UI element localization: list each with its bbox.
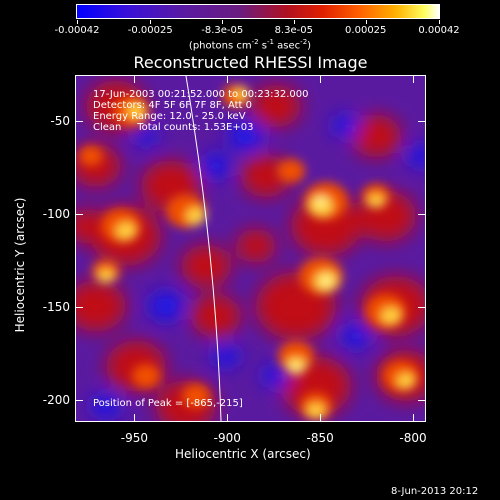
emission-blob — [292, 362, 300, 370]
x-tick — [227, 75, 229, 83]
x-tick — [413, 75, 414, 83]
emission-blob — [181, 244, 231, 288]
x-tick-label: -900 — [213, 431, 241, 445]
colorbar-tick-label: -8.3e-05 — [201, 25, 244, 36]
emission-blob — [251, 84, 301, 128]
emission-blob — [262, 364, 290, 388]
emission-blob — [132, 364, 160, 388]
y-tick — [75, 399, 83, 401]
y-tick-label: -100 — [42, 207, 70, 222]
emission-blob — [182, 384, 210, 408]
emission-blob — [228, 120, 264, 152]
time-range-label: 17-Jun-2003 00:21:52.000 to 00:23:32.000 — [93, 89, 309, 100]
x-tick — [227, 414, 229, 422]
x-tick — [134, 414, 136, 422]
colorbar-tick-label: -0.00042 — [54, 25, 100, 36]
emission-blob — [116, 222, 136, 240]
y-tick — [75, 306, 83, 308]
emission-blob — [76, 209, 106, 243]
emission-blob — [212, 344, 240, 368]
emission-blob — [91, 393, 121, 419]
emission-blob — [309, 195, 333, 217]
emission-blob — [127, 103, 145, 119]
colorbar-tick — [439, 20, 440, 24]
y-tick — [418, 214, 426, 216]
plot-title: Reconstructed RHESSI Image — [133, 53, 368, 72]
emission-blob — [191, 294, 241, 338]
x-tick-label: -850 — [306, 431, 334, 445]
peak-position-label: Position of Peak = [-865,-215] — [93, 398, 243, 409]
emission-blob — [148, 290, 184, 322]
emission-blob — [236, 229, 276, 263]
x-tick — [320, 75, 322, 83]
x-tick — [320, 414, 322, 422]
emission-blob — [277, 159, 305, 183]
y-tick-label: -200 — [42, 392, 70, 407]
emission-blob — [201, 153, 231, 179]
solar-limb-line — [185, 76, 222, 421]
emission-blob — [407, 144, 425, 168]
colorbar-tick-label: 0.00025 — [345, 25, 387, 36]
emission-blob — [186, 207, 206, 225]
colorbar — [76, 4, 440, 19]
emission-blob — [341, 323, 371, 349]
colorbar-tick — [77, 20, 78, 24]
rhessi-image — [75, 75, 426, 422]
emission-blob — [351, 114, 401, 158]
emission-blob — [316, 196, 326, 206]
y-tick — [75, 214, 83, 216]
y-tick — [418, 399, 426, 401]
colorbar-tick — [365, 20, 367, 24]
y-tick — [418, 121, 426, 123]
emission-blob — [234, 88, 248, 100]
emission-blob — [241, 154, 291, 198]
emission-cores — [79, 84, 419, 420]
x-tick — [413, 414, 414, 422]
emission-blob — [76, 280, 126, 332]
emission-blob — [321, 276, 331, 286]
colorbar-tick-label: 0.00042 — [418, 25, 460, 36]
emission-blob — [397, 373, 415, 389]
image-svg — [76, 76, 425, 421]
y-axis-label-text: Heliocentric Y (arcsec) — [13, 197, 27, 333]
emission-blob — [134, 125, 158, 147]
colorbar-unit-label: (photons cm-2 s-1 asec-2) — [188, 38, 312, 52]
emission-blob — [368, 194, 384, 208]
x-tick-label: -950 — [120, 431, 149, 445]
y-axis-label: Heliocentric Y (arcsec) — [13, 130, 27, 333]
detectors-label: Detectors: 4F 5F 6F 7F 8F, Att 0 — [93, 100, 253, 111]
emission-blob — [332, 114, 360, 138]
y-tick — [418, 306, 426, 308]
x-tick — [134, 75, 136, 83]
colorbar-tick — [150, 20, 152, 24]
x-axis-label: Heliocentric X (arcsec) — [175, 447, 311, 461]
emission-blob — [98, 269, 114, 283]
colorbar-tick — [222, 20, 224, 24]
x-tick-label: -800 — [399, 431, 427, 445]
emission-blob — [79, 145, 103, 167]
y-tick-label: -150 — [42, 299, 70, 314]
colorbar-tick-label: 8.3e-05 — [274, 25, 313, 36]
footer-date: 8-Jun-2013 20:12 — [391, 486, 479, 497]
colorbar-tick-label: -0.00025 — [127, 25, 173, 36]
clean-counts-label: Clean Total counts: 1.53E+03 — [93, 122, 254, 133]
y-tick-label: -50 — [50, 114, 70, 129]
energy-range-label: Energy Range: 12.0 - 25.0 keV — [93, 111, 246, 122]
emission-blob — [307, 403, 325, 419]
emission-blob — [381, 307, 401, 325]
colorbar-tick — [293, 20, 295, 24]
y-tick — [75, 121, 83, 123]
